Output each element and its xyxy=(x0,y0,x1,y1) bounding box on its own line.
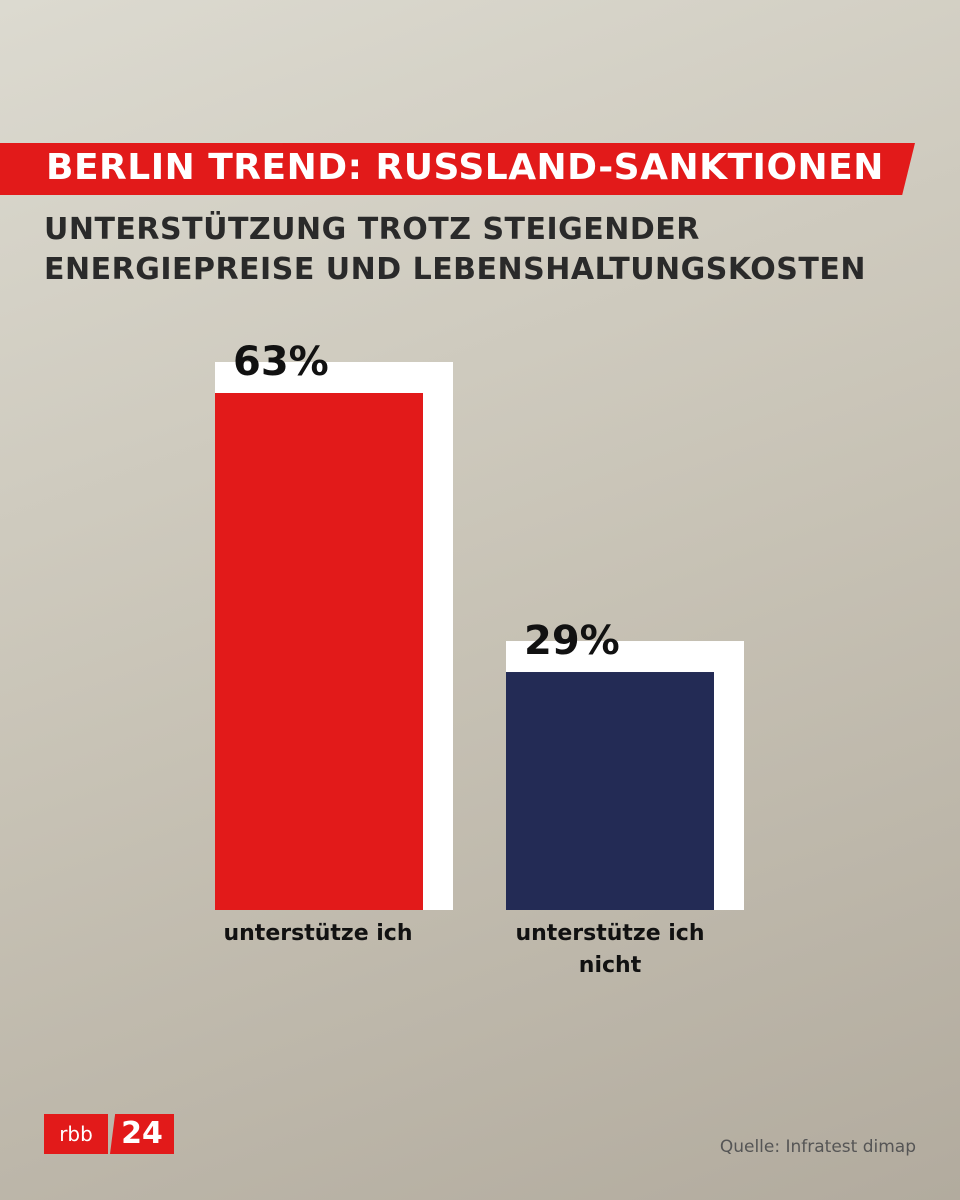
category-label-line: unterstütze ich xyxy=(515,921,705,946)
source-note: Quelle: Infratest dimap xyxy=(719,1137,916,1157)
value-label-0: 63% xyxy=(233,339,329,385)
chart-subtitle: UNTERSTÜTZUNG TROTZ STEIGENDER ENERGIEPR… xyxy=(44,210,924,290)
logo-24: 24 xyxy=(110,1114,174,1154)
category-label-line: unterstütze ich xyxy=(223,921,413,946)
subtitle-line-2: ENERGIEPREISE UND LEBENSHALTUNGSKOSTEN xyxy=(44,252,866,287)
title-banner xyxy=(0,143,915,195)
logo-rbb: rbb xyxy=(44,1114,108,1154)
category-label-line: nicht xyxy=(578,953,642,978)
bar-1 xyxy=(506,672,714,910)
category-label-no-support: unterstütze ich nicht xyxy=(490,918,730,982)
subtitle-line-1: UNTERSTÜTZUNG TROTZ STEIGENDER xyxy=(44,212,700,247)
chart-title: BERLIN TREND: RUSSLAND-SANKTIONEN xyxy=(46,147,884,188)
category-label-support: unterstütze ich xyxy=(198,918,438,950)
bar-0 xyxy=(215,393,423,910)
value-label-1: 29% xyxy=(524,618,620,664)
